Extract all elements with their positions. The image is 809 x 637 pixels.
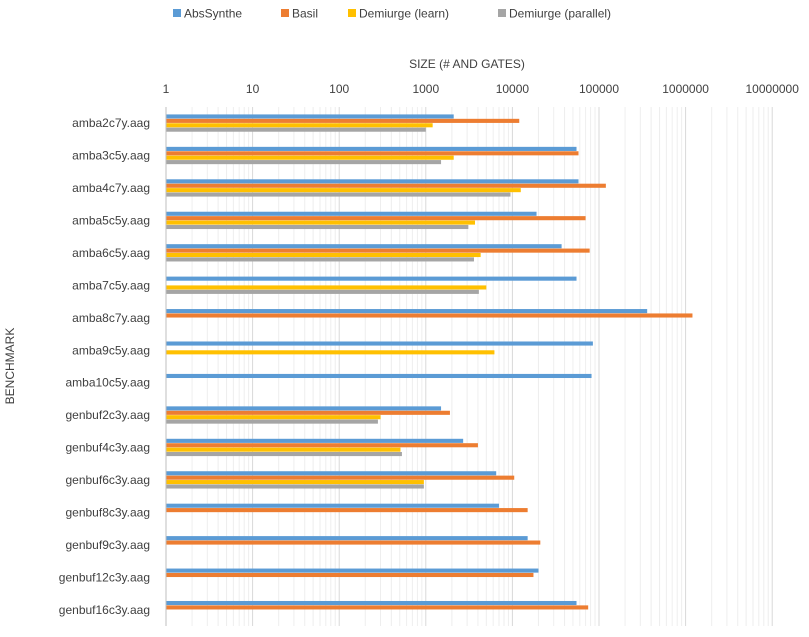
bar — [166, 572, 534, 578]
bar — [166, 285, 487, 290]
x-tick-label: 10 — [246, 82, 260, 96]
bar — [166, 146, 577, 151]
category-label: genbuf6c3y.aag — [65, 473, 150, 487]
bar — [166, 568, 539, 573]
legend-label: Basil — [292, 7, 318, 21]
bar — [166, 309, 648, 314]
bar — [166, 248, 590, 253]
legend-label: Demiurge (parallel) — [509, 7, 611, 21]
bar — [166, 484, 424, 489]
category-label: amba4c7y.aag — [72, 181, 150, 195]
bar — [166, 419, 378, 424]
bar — [166, 406, 442, 411]
category-label: amba10c5y.aag — [65, 376, 150, 390]
x-tick-label: 100000 — [579, 82, 619, 96]
bar — [166, 244, 562, 249]
bar — [166, 151, 579, 156]
bar — [166, 447, 401, 452]
category-label: amba5c5y.aag — [72, 214, 150, 228]
bar — [166, 127, 426, 132]
bar — [166, 192, 511, 197]
legend: AbsSynthe Basil Demiurge (learn) Demiurge (… — [173, 7, 611, 21]
bar — [166, 605, 589, 610]
y-tick-labels: amba2c7y.aag amba3c5y.aag amba4c7y.aag amba… — [59, 116, 150, 617]
bar — [166, 252, 481, 258]
bar — [166, 451, 402, 457]
category-label: genbuf2c3y.aag — [65, 408, 150, 422]
bar — [166, 123, 433, 128]
bars — [166, 114, 693, 610]
x-tick-label: 100 — [329, 82, 349, 96]
legend-swatch — [281, 9, 289, 17]
category-label: genbuf9c3y.aag — [65, 538, 150, 552]
bar — [166, 220, 476, 225]
category-label: amba3c5y.aag — [72, 149, 150, 163]
category-label: genbuf16c3y.aag — [59, 603, 150, 617]
bar — [166, 350, 495, 355]
x-axis-title: SIZE (# AND GATES) — [409, 57, 525, 71]
bar — [166, 438, 464, 443]
x-tick-labels: 1 10 100 1000 10000 100000 1000000 10000000 — [163, 82, 800, 96]
category-label: amba6c5y.aag — [72, 246, 150, 260]
x-tick-label: 10000 — [496, 82, 530, 96]
category-label: amba7c5y.aag — [72, 278, 150, 292]
bar — [166, 540, 541, 545]
legend-label: AbsSynthe — [184, 7, 242, 21]
bar — [166, 480, 424, 485]
bar — [166, 471, 497, 476]
bar — [166, 211, 537, 216]
bar — [166, 216, 586, 221]
bar — [166, 114, 454, 119]
category-label: amba8c7y.aag — [72, 311, 150, 325]
category-label: amba2c7y.aag — [72, 116, 150, 130]
bar — [166, 160, 442, 165]
bar — [166, 536, 528, 541]
legend-swatch — [348, 9, 356, 17]
category-label: genbuf8c3y.aag — [65, 505, 150, 519]
bar — [166, 155, 454, 160]
bar — [166, 600, 577, 606]
bar — [166, 183, 606, 188]
bar — [166, 188, 521, 193]
category-label: amba9c5y.aag — [72, 343, 150, 357]
bar — [166, 276, 577, 281]
y-axis-title: BENCHMARK — [3, 328, 17, 405]
bar — [166, 410, 450, 415]
x-tick-label: 1000 — [412, 82, 439, 96]
category-label: genbuf12c3y.aag — [59, 570, 150, 584]
x-tick-label: 10000000 — [746, 82, 800, 96]
bar — [166, 224, 469, 230]
bar — [166, 341, 593, 346]
bar — [166, 508, 528, 513]
bar — [166, 257, 474, 262]
legend-label: Demiurge (learn) — [359, 7, 449, 21]
bar — [166, 415, 381, 420]
category-label: genbuf4c3y.aag — [65, 441, 150, 455]
x-tick-label: 1000000 — [662, 82, 709, 96]
bar — [166, 503, 499, 508]
bar — [166, 313, 693, 318]
bar — [166, 373, 592, 379]
bar — [166, 118, 520, 123]
bar — [166, 443, 478, 448]
legend-swatch — [498, 9, 506, 17]
bar — [166, 475, 515, 480]
bar — [166, 289, 479, 294]
x-tick-label: 1 — [163, 82, 170, 96]
legend-swatch — [173, 9, 181, 17]
bar — [166, 179, 579, 184]
